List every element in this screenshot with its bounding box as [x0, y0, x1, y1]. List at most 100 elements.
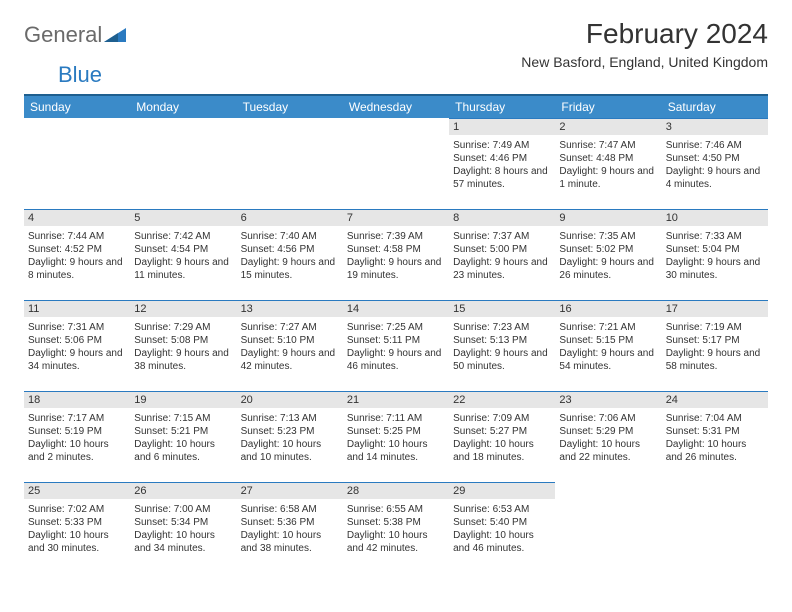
day-cell: [555, 482, 661, 573]
sunrise-text: Sunrise: 7:29 AM: [134, 321, 232, 334]
day-cell: 20 Sunrise: 7:13 AMSunset: 5:23 PMDayligh…: [237, 391, 343, 482]
sunset-text: Sunset: 5:13 PM: [453, 334, 551, 347]
month-title: February 2024: [521, 18, 768, 50]
day-number: 19: [130, 391, 236, 408]
week-row: 18Sunrise: 7:17 AMSunset: 5:19 PMDayligh…: [24, 391, 768, 482]
daylight-text: Daylight: 9 hours and 38 minutes.: [134, 347, 232, 373]
calendar-body: 1Sunrise: 7:49 AMSunset: 4:46 PMDaylight…: [24, 118, 768, 573]
day-number: 15: [449, 300, 555, 317]
day-cell: 3 Sunrise: 7:46 AMSunset: 4:50 PMDaylight…: [662, 118, 768, 209]
day-details: Sunrise: 7:13 AMSunset: 5:23 PMDaylight:…: [237, 410, 343, 482]
dayhead-thu: Thursday: [449, 95, 555, 118]
day-header-row: Sunday Monday Tuesday Wednesday Thursday…: [24, 95, 768, 118]
day-number: 20: [237, 391, 343, 408]
sunrise-text: Sunrise: 7:40 AM: [241, 230, 339, 243]
day-details: Sunrise: 7:25 AMSunset: 5:11 PMDaylight:…: [343, 319, 449, 391]
sunset-text: Sunset: 4:48 PM: [559, 152, 657, 165]
daylight-text: Daylight: 10 hours and 22 minutes.: [559, 438, 657, 464]
daylight-text: Daylight: 10 hours and 6 minutes.: [134, 438, 232, 464]
sunrise-text: Sunrise: 7:23 AM: [453, 321, 551, 334]
day-cell: 26Sunrise: 7:00 AMSunset: 5:34 PMDayligh…: [130, 482, 236, 573]
day-number: 1: [449, 118, 555, 135]
daylight-text: Daylight: 9 hours and 50 minutes.: [453, 347, 551, 373]
day-number: 3: [662, 118, 768, 135]
sunset-text: Sunset: 5:11 PM: [347, 334, 445, 347]
sunrise-text: Sunrise: 6:58 AM: [241, 503, 339, 516]
sunset-text: Sunset: 5:10 PM: [241, 334, 339, 347]
day-cell: 29Sunrise: 6:53 AMSunset: 5:40 PMDayligh…: [449, 482, 555, 573]
day-number: 7: [343, 209, 449, 226]
sunrise-text: Sunrise: 7:27 AM: [241, 321, 339, 334]
day-details: Sunrise: 7:29 AMSunset: 5:08 PMDaylight:…: [130, 319, 236, 391]
day-cell: 12 Sunrise: 7:29 AMSunset: 5:08 PMDayligh…: [130, 300, 236, 391]
dayhead-wed: Wednesday: [343, 95, 449, 118]
empty-cell: [343, 118, 449, 190]
day-details: Sunrise: 7:40 AMSunset: 4:56 PMDaylight:…: [237, 228, 343, 300]
day-number: 28: [343, 482, 449, 499]
day-details: Sunrise: 7:23 AMSunset: 5:13 PMDaylight:…: [449, 319, 555, 391]
day-details: Sunrise: 7:42 AMSunset: 4:54 PMDaylight:…: [130, 228, 236, 300]
daylight-text: Daylight: 9 hours and 8 minutes.: [28, 256, 126, 282]
sunrise-text: Sunrise: 7:47 AM: [559, 139, 657, 152]
sunset-text: Sunset: 5:27 PM: [453, 425, 551, 438]
sunset-text: Sunset: 5:02 PM: [559, 243, 657, 256]
day-number: 24: [662, 391, 768, 408]
daylight-text: Daylight: 9 hours and 34 minutes.: [28, 347, 126, 373]
day-cell: 14 Sunrise: 7:25 AMSunset: 5:11 PMDayligh…: [343, 300, 449, 391]
daylight-text: Daylight: 10 hours and 46 minutes.: [453, 529, 551, 555]
sunrise-text: Sunrise: 7:15 AM: [134, 412, 232, 425]
sunrise-text: Sunrise: 7:09 AM: [453, 412, 551, 425]
daylight-text: Daylight: 9 hours and 46 minutes.: [347, 347, 445, 373]
daylight-text: Daylight: 10 hours and 38 minutes.: [241, 529, 339, 555]
day-cell: 16Sunrise: 7:21 AMSunset: 5:15 PMDayligh…: [555, 300, 661, 391]
daylight-text: Daylight: 10 hours and 34 minutes.: [134, 529, 232, 555]
sunrise-text: Sunrise: 7:06 AM: [559, 412, 657, 425]
day-details: Sunrise: 7:02 AMSunset: 5:33 PMDaylight:…: [24, 501, 130, 573]
day-number: 12: [130, 300, 236, 317]
daylight-text: Daylight: 10 hours and 30 minutes.: [28, 529, 126, 555]
day-cell: 18Sunrise: 7:17 AMSunset: 5:19 PMDayligh…: [24, 391, 130, 482]
day-cell: 15 Sunrise: 7:23 AMSunset: 5:13 PMDayligh…: [449, 300, 555, 391]
day-details: Sunrise: 7:37 AMSunset: 5:00 PMDaylight:…: [449, 228, 555, 300]
sunrise-text: Sunrise: 7:44 AM: [28, 230, 126, 243]
daylight-text: Daylight: 10 hours and 42 minutes.: [347, 529, 445, 555]
sunrise-text: Sunrise: 7:25 AM: [347, 321, 445, 334]
sunset-text: Sunset: 4:56 PM: [241, 243, 339, 256]
brand-logo: General: [24, 18, 128, 48]
day-cell: 23Sunrise: 7:06 AMSunset: 5:29 PMDayligh…: [555, 391, 661, 482]
daylight-text: Daylight: 9 hours and 23 minutes.: [453, 256, 551, 282]
sunrise-text: Sunrise: 7:49 AM: [453, 139, 551, 152]
sunrise-text: Sunrise: 7:42 AM: [134, 230, 232, 243]
day-details: Sunrise: 7:35 AMSunset: 5:02 PMDaylight:…: [555, 228, 661, 300]
daylight-text: Daylight: 9 hours and 26 minutes.: [559, 256, 657, 282]
sunrise-text: Sunrise: 7:35 AM: [559, 230, 657, 243]
sunset-text: Sunset: 5:34 PM: [134, 516, 232, 529]
day-details: Sunrise: 7:47 AMSunset: 4:48 PMDaylight:…: [555, 137, 661, 209]
day-details: Sunrise: 7:46 AMSunset: 4:50 PMDaylight:…: [662, 137, 768, 209]
day-cell: 28Sunrise: 6:55 AMSunset: 5:38 PMDayligh…: [343, 482, 449, 573]
day-cell: 27Sunrise: 6:58 AMSunset: 5:36 PMDayligh…: [237, 482, 343, 573]
day-cell: 22Sunrise: 7:09 AMSunset: 5:27 PMDayligh…: [449, 391, 555, 482]
day-number: 22: [449, 391, 555, 408]
day-number: 14: [343, 300, 449, 317]
sunset-text: Sunset: 5:17 PM: [666, 334, 764, 347]
sunset-text: Sunset: 5:38 PM: [347, 516, 445, 529]
sunrise-text: Sunrise: 7:00 AM: [134, 503, 232, 516]
sunrise-text: Sunrise: 7:39 AM: [347, 230, 445, 243]
sunset-text: Sunset: 5:21 PM: [134, 425, 232, 438]
dayhead-tue: Tuesday: [237, 95, 343, 118]
dayhead-fri: Friday: [555, 95, 661, 118]
day-details: Sunrise: 7:31 AMSunset: 5:06 PMDaylight:…: [24, 319, 130, 391]
day-details: Sunrise: 7:06 AMSunset: 5:29 PMDaylight:…: [555, 410, 661, 482]
week-row: 1Sunrise: 7:49 AMSunset: 4:46 PMDaylight…: [24, 118, 768, 209]
sunset-text: Sunset: 5:06 PM: [28, 334, 126, 347]
calendar-table: Sunday Monday Tuesday Wednesday Thursday…: [24, 94, 768, 573]
day-details: Sunrise: 7:21 AMSunset: 5:15 PMDaylight:…: [555, 319, 661, 391]
sunset-text: Sunset: 5:25 PM: [347, 425, 445, 438]
day-details: Sunrise: 7:00 AMSunset: 5:34 PMDaylight:…: [130, 501, 236, 573]
title-block: February 2024 New Basford, England, Unit…: [521, 18, 768, 70]
location-label: New Basford, England, United Kingdom: [521, 54, 768, 70]
day-number: 11: [24, 300, 130, 317]
daylight-text: Daylight: 9 hours and 11 minutes.: [134, 256, 232, 282]
sunset-text: Sunset: 5:23 PM: [241, 425, 339, 438]
